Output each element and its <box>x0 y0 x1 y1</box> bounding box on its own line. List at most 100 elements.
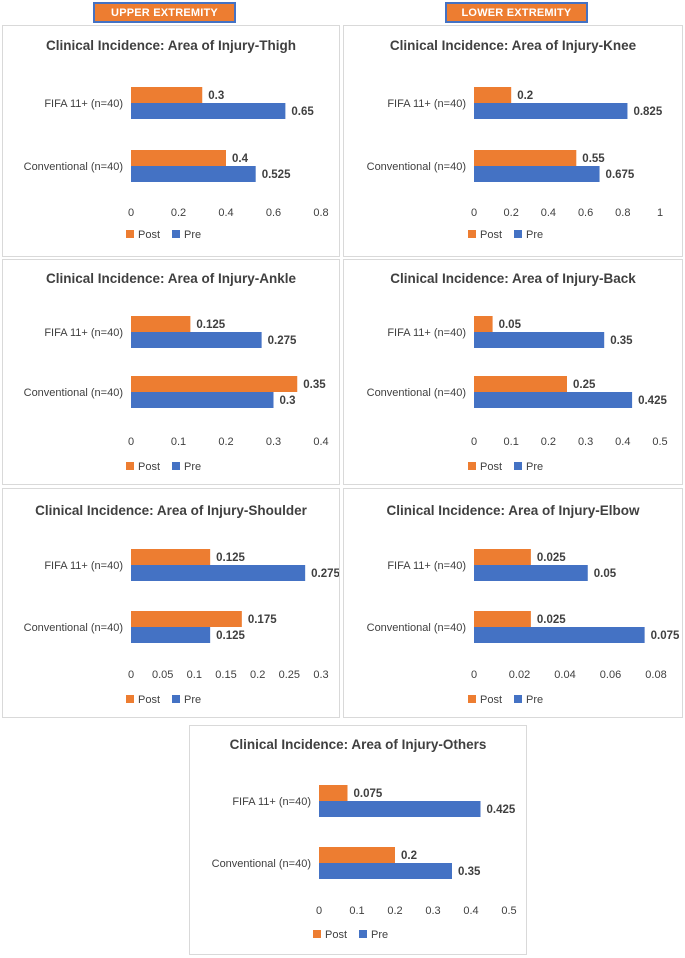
category-label: FIFA 11+ (n=40) <box>44 327 123 339</box>
data-label: 0.3 <box>280 395 296 407</box>
data-label: 0.425 <box>487 804 516 816</box>
chart-title: Clinical Incidence: Area of Injury-Thigh <box>46 38 296 53</box>
lower-extremity-header: LOWER EXTREMITY <box>445 2 588 23</box>
category-label: FIFA 11+ (n=40) <box>387 560 466 572</box>
bar-post <box>131 549 211 565</box>
data-label: 0.25 <box>573 379 596 391</box>
legend-swatch-pre <box>172 695 180 703</box>
bar-pre <box>131 627 211 643</box>
bar-post <box>474 87 512 103</box>
category-label: Conventional (n=40) <box>24 622 123 634</box>
bar-pre <box>319 863 452 879</box>
tick-label: 0.2 <box>171 207 186 219</box>
data-label: 0.675 <box>606 169 635 181</box>
chart-panel-others: Clinical Incidence: Area of Injury-Other… <box>189 725 527 955</box>
bar-post <box>319 785 348 801</box>
data-label: 0.275 <box>311 568 339 580</box>
bar-post <box>319 847 395 863</box>
chart-panel-elbow: Clinical Incidence: Area of Injury-Elbow… <box>343 488 683 718</box>
tick-label: 0.2 <box>541 436 556 448</box>
category-label: Conventional (n=40) <box>24 161 123 173</box>
data-label: 0.125 <box>216 552 245 564</box>
bar-post <box>474 316 493 332</box>
tick-label: 0.6 <box>266 207 281 219</box>
chart-title: Clinical Incidence: Area of Injury-Knee <box>390 38 637 53</box>
category-label: FIFA 11+ (n=40) <box>387 98 466 110</box>
legend-swatch-pre <box>514 462 522 470</box>
legend-swatch-post <box>126 230 134 238</box>
legend-swatch-post <box>126 462 134 470</box>
legend-swatch-post <box>468 695 476 703</box>
data-label: 0.825 <box>633 106 662 118</box>
tick-label: 0.05 <box>152 669 173 681</box>
tick-label: 0.8 <box>615 207 630 219</box>
chart-panel-ankle: Clinical Incidence: Area of Injury-Ankle… <box>2 259 340 485</box>
bar-pre <box>131 565 306 581</box>
tick-label: 0.3 <box>313 669 328 681</box>
tick-label: 0 <box>128 207 134 219</box>
upper-extremity-header: UPPER EXTREMITY <box>93 2 236 23</box>
tick-label: 0.06 <box>600 669 621 681</box>
category-label: Conventional (n=40) <box>212 858 311 870</box>
data-label: 0.05 <box>594 568 617 580</box>
chart-shoulder: Clinical Incidence: Area of Injury-Shoul… <box>24 503 339 706</box>
category-label: FIFA 11+ (n=40) <box>232 796 311 808</box>
tick-label: 0 <box>316 905 322 917</box>
category-label: Conventional (n=40) <box>24 387 123 399</box>
bar-post <box>131 316 191 332</box>
tick-label: 0.5 <box>652 436 667 448</box>
chart-thigh: Clinical Incidence: Area of Injury-Thigh… <box>24 38 329 241</box>
tick-label: 0.08 <box>645 669 666 681</box>
bar-post <box>131 611 242 627</box>
chart-knee: Clinical Incidence: Area of Injury-Knee F… <box>367 38 663 241</box>
legend-label-pre: Pre <box>184 694 201 706</box>
bar-pre <box>474 166 600 182</box>
data-label: 0.65 <box>291 106 314 118</box>
bar-post <box>131 150 226 166</box>
legend-label-pre: Pre <box>371 929 388 941</box>
tick-label: 0.15 <box>215 669 236 681</box>
legend-swatch-pre <box>514 695 522 703</box>
legend-label-post: Post <box>138 694 160 706</box>
data-label: 0.075 <box>651 630 680 642</box>
tick-label: 1 <box>657 207 663 219</box>
legend-label-post: Post <box>325 929 347 941</box>
chart-elbow: Clinical Incidence: Area of Injury-Elbow… <box>367 503 680 706</box>
tick-label: 0 <box>128 436 134 448</box>
legend-label-post: Post <box>138 461 160 473</box>
bar-post <box>131 376 298 392</box>
data-label: 0.075 <box>354 788 383 800</box>
bar-pre <box>319 801 481 817</box>
bar-pre <box>131 103 286 119</box>
legend-label-pre: Pre <box>526 461 543 473</box>
data-label: 0.35 <box>458 866 481 878</box>
tick-label: 0.2 <box>387 905 402 917</box>
tick-label: 0.5 <box>501 905 516 917</box>
chart-panel-shoulder: Clinical Incidence: Area of Injury-Shoul… <box>2 488 340 718</box>
chart-title: Clinical Incidence: Area of Injury-Shoul… <box>35 503 308 518</box>
legend-swatch-pre <box>359 930 367 938</box>
data-label: 0.175 <box>248 614 277 626</box>
legend-label-pre: Pre <box>526 694 543 706</box>
tick-label: 0.1 <box>187 669 202 681</box>
tick-label: 0.2 <box>250 669 265 681</box>
data-label: 0.525 <box>262 169 291 181</box>
chart-title: Clinical Incidence: Area of Injury-Other… <box>230 737 487 752</box>
data-label: 0.3 <box>208 90 224 102</box>
tick-label: 0.4 <box>218 207 233 219</box>
bar-post <box>474 376 567 392</box>
legend-label-post: Post <box>480 229 502 241</box>
tick-label: 0.8 <box>313 207 328 219</box>
data-label: 0.35 <box>610 335 633 347</box>
bar-pre <box>474 332 605 348</box>
chart-panel-thigh: Clinical Incidence: Area of Injury-Thigh… <box>2 25 340 257</box>
legend-label-pre: Pre <box>184 461 201 473</box>
bar-pre <box>474 103 628 119</box>
data-label: 0.025 <box>537 552 566 564</box>
data-label: 0.55 <box>582 153 605 165</box>
legend-swatch-post <box>468 462 476 470</box>
tick-label: 0.4 <box>615 436 630 448</box>
tick-label: 0.4 <box>463 905 478 917</box>
legend-swatch-pre <box>172 230 180 238</box>
tick-label: 0.3 <box>425 905 440 917</box>
